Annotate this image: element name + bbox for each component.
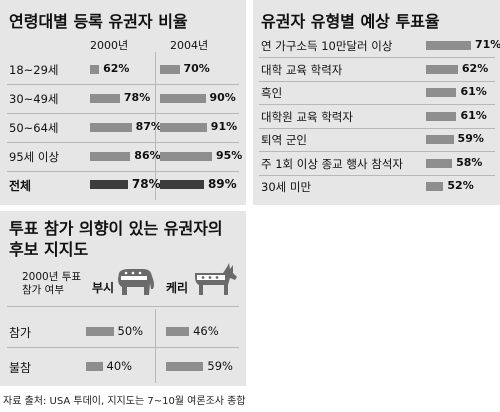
turnout-row-divider <box>259 57 495 58</box>
age-value-label: 62% <box>103 62 130 75</box>
age-registration-panel: 연령대별 등록 유권자 비율 2000년 2004년 18~29세 62% 70% 3… <box>0 0 246 205</box>
support-row-divider <box>7 347 239 348</box>
turnout-row-divider <box>259 80 495 82</box>
support-category-label: 불참 <box>9 361 32 375</box>
turnout-panel: 유권자 유형별 예상 투표율 연 가구소득 10만달러 이상 71% 대학 교육 학… <box>253 0 500 205</box>
turnout-bar <box>426 158 453 168</box>
turnout-bar <box>426 88 457 97</box>
turnout-value-label: 61% <box>460 85 487 98</box>
support-bar <box>166 327 190 336</box>
support-panel-title: 투표 참가 의향이 있는 유권자의 후보 지지도 <box>9 218 241 260</box>
support-header: 2000년 투표 참가 여부 <box>22 271 82 296</box>
support-bar <box>86 362 103 371</box>
support-header-divider <box>7 306 239 307</box>
age-bar <box>160 94 206 103</box>
support-value-label: 59% <box>207 359 233 373</box>
support-bar <box>86 327 114 336</box>
age-bar <box>160 123 207 132</box>
turnout-bar <box>426 182 444 191</box>
turnout-value-label: 62% <box>461 61 489 75</box>
age-bar <box>160 180 204 189</box>
donkey-icon <box>195 263 237 295</box>
turnout-value-label: 71% <box>474 38 500 51</box>
bush-label: 부시 <box>92 281 115 295</box>
age-value-label: 95% <box>216 149 243 162</box>
turnout-category-label: 30세 미만 <box>261 180 312 194</box>
support-value-label: 40% <box>106 359 133 373</box>
age-bar <box>90 180 128 189</box>
turnout-bar <box>426 64 458 74</box>
age-bar <box>160 152 212 161</box>
turnout-row-divider <box>259 151 495 152</box>
turnout-category-label: 흑인 <box>261 86 283 100</box>
age-panel-title: 연령대별 등록 유권자 비율 <box>9 12 188 31</box>
age-category-label: 30~49세 <box>9 92 59 106</box>
turnout-value-label: 61% <box>460 108 487 122</box>
age-row-divider <box>7 113 239 114</box>
age-value-label: 87% <box>135 120 162 133</box>
elephant-icon <box>118 269 154 295</box>
turnout-row-divider <box>259 174 495 176</box>
turnout-category-label: 주 1회 이상 종교 행사 참석자 <box>261 156 403 171</box>
support-panel: 투표 참가 의향이 있는 유권자의 후보 지지도 2000년 투표 참가 여부 … <box>0 211 246 386</box>
support-value-label: 50% <box>117 324 144 338</box>
age-value-label: 90% <box>209 91 236 104</box>
age-value-label: 78% <box>123 91 151 104</box>
turnout-value-label: 52% <box>447 179 474 192</box>
source-note: 자료 출처: USA 투데이, 지지도는 7~10월 여론조사 종합 <box>3 396 246 407</box>
age-bar <box>90 94 120 103</box>
age-category-label: 전체 <box>9 179 32 193</box>
support-column-divider <box>155 309 156 383</box>
turnout-panel-title: 유권자 유형별 예상 투표율 <box>261 12 440 31</box>
age-value-label: 91% <box>210 120 238 133</box>
age-row-divider <box>7 84 239 85</box>
turnout-category-label: 대학원 교육 학력자 <box>261 109 353 124</box>
age-value-label: 78% <box>131 177 161 191</box>
turnout-category-label: 퇴역 군인 <box>261 133 307 147</box>
age-value-label: 70% <box>183 62 210 75</box>
support-bar <box>166 362 204 371</box>
age-row-divider <box>7 171 239 172</box>
turnout-category-label: 연 가구소득 10만달러 이상 <box>261 39 393 53</box>
turnout-bar <box>426 111 457 121</box>
age-bar <box>90 123 132 132</box>
age-category-label: 18~29세 <box>9 63 59 77</box>
turnout-category-label: 대학 교육 학력자 <box>261 62 343 77</box>
age-series-2000-label: 2000년 <box>90 39 129 52</box>
kerry-label: 케리 <box>166 281 189 295</box>
turnout-row-divider <box>259 104 495 105</box>
turnout-bar <box>426 41 471 50</box>
age-series-2004-label: 2004년 <box>170 39 209 52</box>
age-bar <box>90 152 131 161</box>
turnout-value-label: 58% <box>456 155 483 169</box>
support-panel-title-text: 투표 참가 의향이 있는 유권자의 후보 지지도 <box>9 219 223 259</box>
age-value-label: 86% <box>134 149 161 162</box>
support-value-label: 46% <box>193 324 219 338</box>
age-column-divider <box>155 52 156 200</box>
age-category-label: 95세 이상 <box>9 150 60 164</box>
age-bar <box>90 65 100 74</box>
turnout-value-label: 59% <box>457 132 484 145</box>
age-bar <box>160 65 180 74</box>
support-category-label: 참가 <box>9 326 32 340</box>
age-category-label: 50~64세 <box>9 121 59 135</box>
turnout-bar <box>426 135 454 144</box>
turnout-row-divider <box>259 127 495 129</box>
age-value-label: 89% <box>207 177 237 191</box>
age-row-divider <box>7 142 239 143</box>
